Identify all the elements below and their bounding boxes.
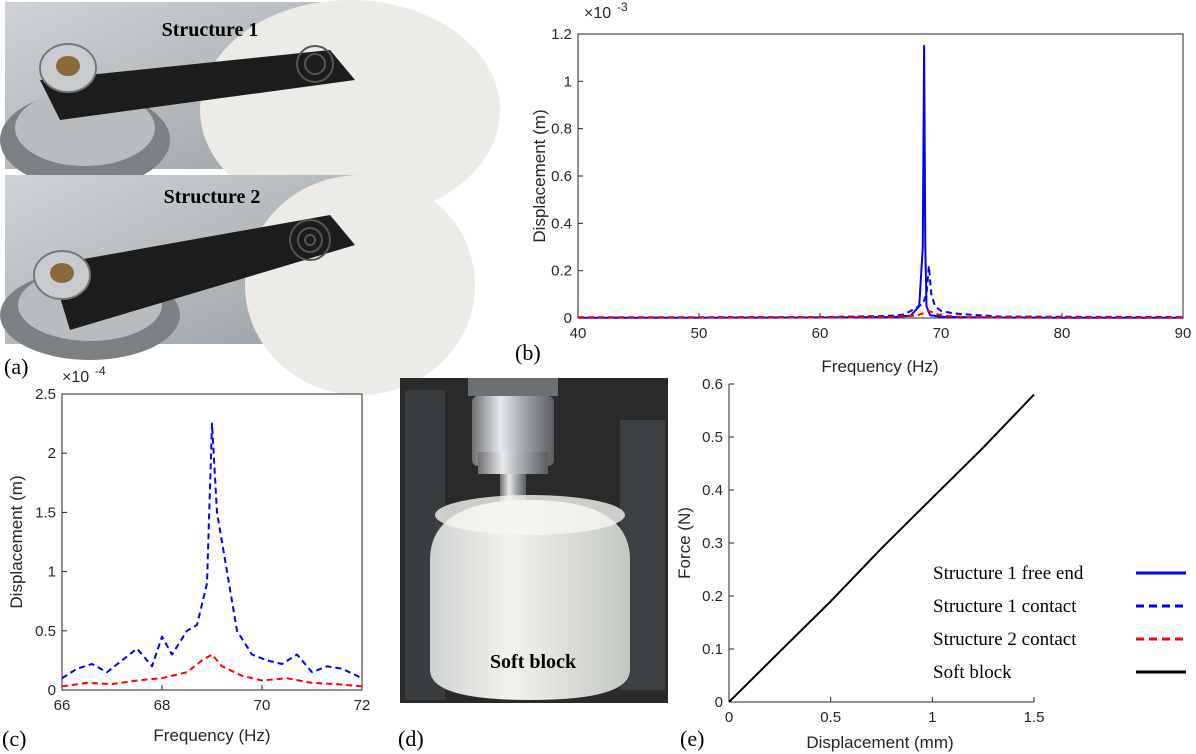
chart-e: 0 0.5 1 1.5 0 0.1 0.2 0.3 0.4 0.5 0.6 Displacement… xyxy=(675,376,1044,752)
legend-entry-label: Structure 1 contact xyxy=(933,596,1077,617)
chart-c-xlabel: Frequency (Hz) xyxy=(153,726,270,745)
y-tick-label: 0.4 xyxy=(551,215,572,232)
chart-b-ylabel: Displacement (m) xyxy=(530,109,549,242)
chart-c-ylabel: Displacement (m) xyxy=(7,475,26,608)
x-tick-label: 68 xyxy=(154,697,171,714)
legend-entry-label: Structure 1 free end xyxy=(933,563,1084,584)
y-tick-label: 0.6 xyxy=(551,168,572,185)
photo2-label: Structure 2 xyxy=(164,186,261,208)
chart-c-exponent: -4 xyxy=(95,364,106,378)
chart-c-lines xyxy=(61,422,363,688)
series-line xyxy=(577,264,1184,319)
y-tick-label: 0.8 xyxy=(551,121,572,138)
x-tick-label: 72 xyxy=(354,697,371,714)
photo-structure-2: Structure 2 xyxy=(0,175,475,395)
y-tick-label: 1 xyxy=(564,73,572,90)
chart-c-ticks: 66 68 70 72 0 0.5 1 1.5 2 2.5 xyxy=(35,386,370,714)
y-tick-label: 0.4 xyxy=(702,482,723,499)
legend: Structure 1 free end Structure 1 contact S… xyxy=(933,563,1186,683)
y-tick-label: 0 xyxy=(48,682,56,699)
soft-block-image xyxy=(430,500,630,700)
photo1-label: Structure 1 xyxy=(162,19,259,41)
photo-structure-1: Structure 1 xyxy=(0,0,500,220)
y-tick-label: 0.6 xyxy=(702,376,723,393)
legend-entry-label: Soft block xyxy=(933,662,1012,683)
y-tick-label: 1.5 xyxy=(35,504,56,521)
y-tick-label: 0.5 xyxy=(702,429,723,446)
x-tick-label: 70 xyxy=(254,697,271,714)
x-tick-label: 50 xyxy=(691,325,708,342)
photo-label: Soft block xyxy=(490,651,577,673)
y-tick-label: 2.5 xyxy=(35,386,56,403)
chart-b: 40 50 60 70 80 90 0 0.2 0.4 0.6 0.8 1 1.2 Frequency … xyxy=(530,0,1191,376)
panel-letter-d: (d) xyxy=(398,726,424,751)
beam-image xyxy=(50,215,355,330)
x-tick-label: 1.5 xyxy=(1024,709,1045,726)
soft-block-image xyxy=(245,175,475,395)
series-line xyxy=(578,309,1183,319)
y-tick-label: 0.3 xyxy=(702,535,723,552)
chart-e-lines xyxy=(728,393,1035,703)
panel-letter-b: (b) xyxy=(515,340,541,365)
x-tick-label: 1 xyxy=(928,709,936,726)
panel-letter-c: (c) xyxy=(2,726,26,751)
x-tick-label: 60 xyxy=(812,325,829,342)
y-tick-label: 0.2 xyxy=(702,588,723,605)
chart-b-exponent: -3 xyxy=(617,0,628,14)
chart-b-exponent-base: ×10 xyxy=(584,5,611,22)
chart-e-xlabel: Displacement (mm) xyxy=(806,733,953,752)
x-tick-label: 66 xyxy=(54,697,71,714)
y-tick-label: 0.1 xyxy=(702,641,723,658)
chart-e-ylabel: Force (N) xyxy=(675,507,694,579)
panel-letter-e: (e) xyxy=(680,726,704,751)
x-tick-label: 70 xyxy=(933,325,950,342)
series-line xyxy=(728,393,1035,703)
x-tick-label: 80 xyxy=(1054,325,1071,342)
soft-block-image xyxy=(200,0,500,220)
y-tick-label: 1.2 xyxy=(551,26,572,43)
x-tick-label: 40 xyxy=(570,325,587,342)
load-cell-image xyxy=(472,396,554,466)
series-line xyxy=(61,422,363,680)
beam-image xyxy=(40,50,355,120)
y-tick-label: 0.5 xyxy=(35,623,56,640)
x-tick-label: 0 xyxy=(725,709,733,726)
chart-b-xlabel: Frequency (Hz) xyxy=(821,357,938,376)
chart-c-exponent-base: ×10 xyxy=(62,369,89,386)
chart-b-lines xyxy=(577,44,1184,319)
x-tick-label: 0.5 xyxy=(820,709,841,726)
y-tick-label: 0.2 xyxy=(551,263,572,280)
panel-letter-a: (a) xyxy=(4,354,28,379)
photo-soft-block: Soft block xyxy=(400,378,668,703)
y-tick-label: 0 xyxy=(564,310,572,327)
legend-entry-label: Structure 2 contact xyxy=(933,629,1077,650)
chart-b-ticks: 40 50 60 70 80 90 0 0.2 0.4 0.6 0.8 1 1.2 xyxy=(551,26,1191,342)
y-tick-label: 1 xyxy=(48,564,56,581)
y-tick-label: 0 xyxy=(715,694,723,711)
x-tick-label: 90 xyxy=(1175,325,1192,342)
y-tick-label: 2 xyxy=(48,445,56,462)
chart-c: 66 68 70 72 0 0.5 1 1.5 2 2.5 Frequency (Hz) Disp… xyxy=(7,364,370,745)
